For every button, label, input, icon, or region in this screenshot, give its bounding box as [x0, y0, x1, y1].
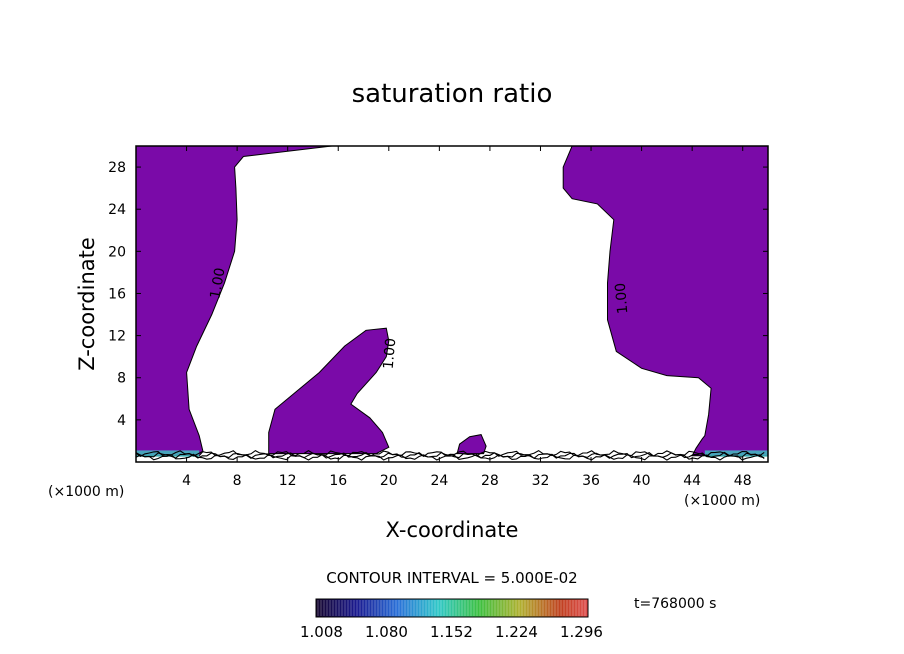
x-tick-label: 4 [182, 473, 191, 489]
x-tick-label: 48 [734, 473, 752, 489]
z-tick-label: 4 [117, 413, 126, 429]
contour-region-middle-blob [268, 327, 390, 455]
x-tick-label: 12 [279, 473, 297, 489]
x-tick-label: 24 [430, 473, 448, 489]
contour-label-middle: 1.00 [381, 337, 400, 369]
z-tick-label: 8 [117, 371, 126, 387]
colorbar-tick-label: 1.296 [560, 623, 603, 641]
z-tick-label: 24 [108, 202, 126, 218]
z-tick-label: 20 [108, 244, 126, 260]
contour-region-small-bump [456, 434, 487, 455]
surface-contour-noise [136, 449, 768, 461]
x-tick-label: 16 [329, 473, 347, 489]
x-tick-label: 40 [633, 473, 651, 489]
z-tick-label: 28 [108, 160, 126, 176]
x-tick-label: 28 [481, 473, 499, 489]
y-axis-label: Z-coordinate [75, 237, 99, 371]
x-axis-label: X-coordinate [386, 518, 519, 542]
chart-title: saturation ratio [352, 79, 553, 109]
colorbar-tick-label: 1.224 [495, 623, 538, 641]
color-band-left [136, 450, 200, 457]
surface-contour-line [136, 449, 765, 458]
z-tick-label: 16 [108, 286, 126, 302]
z-tick-label: 12 [108, 329, 126, 345]
plot-frame [135, 145, 769, 463]
contour-label-right: 1.00 [613, 282, 632, 314]
x-tick-label: 8 [233, 473, 242, 489]
contour-label-left: 1.00 [207, 267, 228, 300]
colorbar-tick-label: 1.008 [300, 623, 343, 641]
time-label: t=768000 s [634, 596, 716, 612]
x-unit-label-right: (×1000 m) [684, 493, 760, 509]
x-tick-label: 36 [582, 473, 600, 489]
x-unit-label-left: (×1000 m) [48, 484, 124, 500]
contour-interval-text: CONTOUR INTERVAL = 5.000E-02 [326, 569, 577, 587]
x-tick-label: 32 [532, 473, 550, 489]
contour-region-right-column [562, 146, 768, 457]
surface-contour-line [136, 451, 765, 459]
x-tick-label: 20 [380, 473, 398, 489]
colorbar-tick-label: 1.152 [430, 623, 473, 641]
x-tick-label: 44 [683, 473, 701, 489]
colorbar [315, 598, 589, 618]
colorbar-tick-label: 1.080 [365, 623, 408, 641]
